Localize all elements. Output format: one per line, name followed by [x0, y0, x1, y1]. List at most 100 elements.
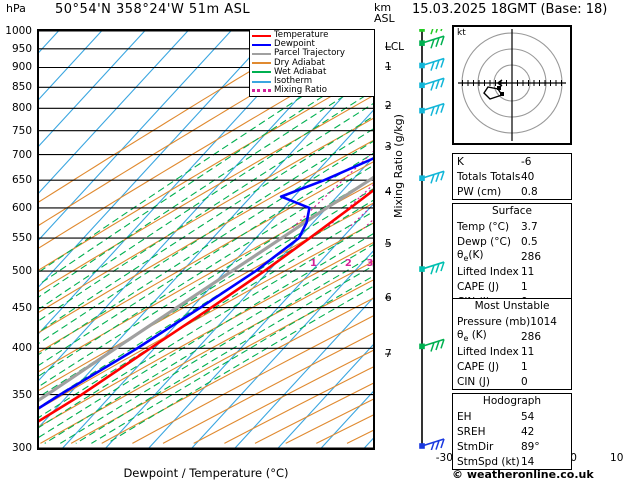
copyright-footer: © weatheronline.co.uk — [452, 468, 594, 481]
mixing-ratio-value-label: 2 — [344, 258, 352, 269]
table-key: SREH — [457, 425, 486, 438]
table-key: PW (cm) — [457, 185, 502, 198]
height-tick-mark — [385, 353, 391, 355]
table-key: Temp (°C) — [457, 220, 510, 233]
table-key: EH — [457, 410, 472, 423]
dry-adiabat-line — [39, 31, 318, 203]
isotherm-line — [39, 31, 59, 53]
legend-item: Dewpoint — [252, 40, 372, 49]
dry-adiabat-line — [70, 279, 373, 444]
table-value: 3.7 — [521, 220, 538, 233]
hodograph-table: Hodograph EH 54 SREH 42 StmDir 89° StmSpd (kt) 1… — [452, 393, 572, 470]
table-section-title: Most Unstable — [474, 300, 550, 312]
table-key: Totals Totals — [457, 170, 521, 183]
mixing-ratio-value-label: 1 — [310, 258, 317, 269]
table-key: K — [457, 155, 464, 168]
height-tick-mark — [385, 243, 391, 245]
legend-item: Parcel Trajectory — [252, 49, 372, 58]
hodograph-storm-motion-arrow — [497, 79, 506, 87]
temperature-tick-label: 0 — [570, 452, 577, 464]
height-tick-mark — [385, 146, 391, 148]
table-row: K -6 — [453, 154, 571, 169]
table-row: StmSpd (kt) 14 — [453, 454, 571, 469]
height-tick-mark — [385, 105, 391, 107]
wind-barb-column — [418, 21, 452, 452]
dry-adiabat-line — [132, 315, 373, 444]
dry-adiabat-line — [39, 242, 373, 428]
height-tick-label: LCL — [385, 40, 405, 53]
legend-label: Dry Adiabat — [274, 57, 325, 68]
pressure-tick-label: 550 — [11, 232, 32, 245]
wind-barb — [419, 21, 445, 35]
table-value: 1 — [521, 360, 528, 373]
station-title: 50°54'N 358°24'W 51m ASL — [55, 2, 251, 17]
mixing-ratio-axis-title: Mixing Ratio (g/kg) — [392, 114, 405, 218]
hodograph-point — [497, 86, 501, 90]
temperature-tick-label: -30 — [435, 452, 453, 464]
table-value: 1 — [521, 280, 528, 293]
table-row: CAPE (J) 1 — [453, 279, 571, 294]
legend-label: Isotherm — [274, 76, 313, 87]
isotherm-line — [39, 31, 232, 241]
wet-adiabat-line — [39, 140, 373, 355]
wind-barb — [419, 77, 445, 91]
temperature-curve — [39, 189, 373, 423]
skewt-plot[interactable] — [37, 29, 375, 450]
isotherm-line — [39, 31, 189, 194]
height-tick-mark — [385, 191, 391, 193]
table-row: SREH 42 — [453, 424, 571, 439]
isotherm-line — [148, 203, 373, 448]
legend-item: Mixing Ratio — [252, 86, 372, 95]
wet-adiabat-line — [60, 254, 373, 444]
table-key: Lifted Index — [457, 345, 519, 358]
table-row: Dewp (°C) 0.5 — [453, 234, 571, 249]
wet-adiabat-line — [106, 285, 373, 444]
hodograph-panel[interactable]: kt — [452, 25, 572, 145]
table-row: θe(K) 286 — [453, 249, 571, 264]
table-key: Pressure (mb) — [457, 315, 531, 328]
table-value: -6 — [521, 155, 532, 168]
wind-barb — [419, 102, 445, 117]
table-row: Lifted Index 11 — [453, 344, 571, 359]
legend-label: Parcel Trajectory — [274, 48, 345, 59]
legend-label: Temperature — [274, 30, 329, 41]
table-row: Temp (°C) 3.7 — [453, 219, 571, 234]
table-row: θe (K) 286 — [453, 329, 571, 344]
hodograph-point — [500, 92, 504, 96]
table-key: Lifted Index — [457, 265, 519, 278]
pressure-tick-label: 800 — [11, 102, 32, 115]
legend-swatch — [252, 62, 271, 65]
legend-item: Isotherm — [252, 77, 372, 86]
legend-swatch — [252, 71, 271, 74]
table-key: StmSpd (kt) — [457, 455, 520, 468]
table-value: 11 — [521, 345, 535, 358]
stability-indices-table: K -6 Totals Totals 40 PW (cm) 0.8 — [452, 153, 572, 200]
pressure-tick-label: 400 — [11, 342, 32, 355]
pressure-tick-label: 350 — [11, 388, 32, 401]
parcel-trajectory-curve — [39, 175, 373, 402]
table-value: 286 — [521, 330, 542, 343]
table-key: θe (K) — [457, 329, 487, 344]
legend-swatch — [252, 80, 271, 83]
table-value: 89° — [521, 440, 540, 453]
table-row: Totals Totals 40 — [453, 169, 571, 184]
most-unstable-table: Most Unstable Pressure (mb) 1014 θe (K) 286 L… — [452, 298, 572, 390]
pressure-tick-label: 1000 — [5, 25, 32, 37]
pressure-tick-label: 750 — [11, 124, 32, 137]
dry-adiabat-line — [40, 261, 373, 444]
height-tick-mark — [385, 297, 391, 299]
legend-label: Dewpoint — [274, 39, 315, 50]
table-value: 0 — [521, 375, 528, 388]
wet-adiabat-line — [39, 103, 373, 322]
wind-barb — [419, 57, 445, 71]
isotherm-line — [234, 297, 373, 448]
height-unit-line1: km — [374, 1, 392, 14]
mixing-ratio-labels: 1 2 3 — [37, 258, 375, 271]
legend-item: Wet Adiabat — [252, 67, 372, 77]
isotherm-line — [277, 344, 373, 448]
table-section-title: Hodograph — [482, 395, 542, 407]
wind-barb — [419, 170, 445, 184]
table-key: Dewp (°C) — [457, 235, 511, 248]
temperature-axis: -30-20-10010203040 — [37, 452, 624, 466]
